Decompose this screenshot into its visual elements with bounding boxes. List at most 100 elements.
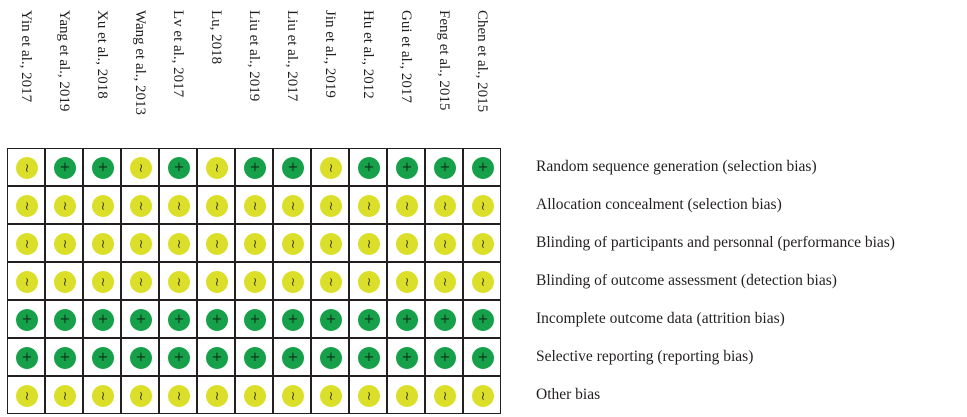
unclear-risk-dot: ~ [206, 195, 228, 217]
plus-icon: + [325, 312, 337, 327]
unclear-risk-dot: ~ [244, 385, 266, 407]
study-label-text: Lu, 2018 [208, 10, 224, 65]
judgement-cell: + [235, 148, 273, 186]
unclear-risk-dot: ~ [282, 271, 304, 293]
judgement-cell: + [425, 300, 463, 338]
plus-icon: + [173, 160, 185, 175]
question-icon: ~ [248, 276, 262, 287]
unclear-risk-dot: ~ [168, 233, 190, 255]
low-risk-dot: + [92, 347, 114, 369]
unclear-risk-dot: ~ [54, 233, 76, 255]
judgement-cell: ~ [425, 224, 463, 262]
judgement-cell: ~ [235, 186, 273, 224]
judgement-cell: ~ [121, 148, 159, 186]
judgement-cell: + [159, 300, 197, 338]
question-icon: ~ [362, 238, 376, 249]
unclear-risk-dot: ~ [320, 157, 342, 179]
plus-icon: + [21, 312, 33, 327]
judgement-cell: + [7, 338, 45, 376]
judgement-cell: + [159, 338, 197, 376]
unclear-risk-dot: ~ [168, 271, 190, 293]
judgement-cell: ~ [425, 262, 463, 300]
plus-icon: + [287, 312, 299, 327]
low-risk-dot: + [244, 309, 266, 331]
study-label: Yang et al., 2019 [46, 10, 82, 142]
unclear-risk-dot: ~ [54, 195, 76, 217]
plus-icon: + [21, 350, 33, 365]
question-icon: ~ [438, 390, 452, 401]
question-icon: ~ [172, 390, 186, 401]
question-icon: ~ [96, 238, 110, 249]
judgement-cell: ~ [7, 186, 45, 224]
plus-icon: + [363, 312, 375, 327]
judgement-cell: ~ [197, 224, 235, 262]
plus-icon: + [211, 350, 223, 365]
plus-icon: + [401, 160, 413, 175]
unclear-risk-dot: ~ [130, 233, 152, 255]
judgement-cell: ~ [463, 186, 501, 224]
question-icon: ~ [400, 238, 414, 249]
question-icon: ~ [362, 276, 376, 287]
plus-icon: + [401, 350, 413, 365]
question-icon: ~ [324, 276, 338, 287]
unclear-risk-dot: ~ [206, 385, 228, 407]
low-risk-dot: + [130, 309, 152, 331]
question-icon: ~ [438, 276, 452, 287]
question-icon: ~ [96, 276, 110, 287]
judgement-cell: ~ [159, 262, 197, 300]
judgement-cell: + [349, 300, 387, 338]
judgement-cell: ~ [349, 186, 387, 224]
judgement-cell: ~ [463, 262, 501, 300]
unclear-risk-dot: ~ [472, 233, 494, 255]
unclear-risk-dot: ~ [130, 157, 152, 179]
judgement-cell: ~ [7, 224, 45, 262]
judgement-cell: ~ [235, 262, 273, 300]
study-label-text: Hu et al., 2012 [360, 10, 376, 99]
judgement-cell: ~ [349, 262, 387, 300]
judgement-cell: ~ [387, 224, 425, 262]
domain-label: Other bias [536, 386, 601, 403]
study-label: Lv et al., 2017 [160, 10, 196, 142]
low-risk-dot: + [282, 347, 304, 369]
judgement-cell: ~ [197, 262, 235, 300]
question-icon: ~ [58, 238, 72, 249]
low-risk-dot: + [472, 309, 494, 331]
low-risk-dot: + [434, 347, 456, 369]
question-icon: ~ [324, 390, 338, 401]
question-icon: ~ [400, 200, 414, 211]
judgement-cell: ~ [121, 224, 159, 262]
plus-icon: + [59, 160, 71, 175]
plus-icon: + [97, 350, 109, 365]
judgement-cell: ~ [273, 262, 311, 300]
judgement-cell: ~ [273, 224, 311, 262]
question-icon: ~ [20, 390, 34, 401]
judgement-cell: ~ [7, 376, 45, 414]
question-icon: ~ [210, 238, 224, 249]
judgement-cell: + [463, 338, 501, 376]
plus-icon: + [325, 350, 337, 365]
question-icon: ~ [172, 276, 186, 287]
question-icon: ~ [20, 162, 34, 173]
low-risk-dot: + [396, 157, 418, 179]
low-risk-dot: + [244, 347, 266, 369]
judgement-cell: ~ [83, 376, 121, 414]
judgement-cell: ~ [45, 224, 83, 262]
question-icon: ~ [248, 390, 262, 401]
judgement-cell: ~ [387, 186, 425, 224]
low-risk-dot: + [320, 347, 342, 369]
judgement-cell: ~ [159, 376, 197, 414]
judgement-cell: ~ [349, 376, 387, 414]
plus-icon: + [59, 350, 71, 365]
judgement-cell: + [349, 148, 387, 186]
unclear-risk-dot: ~ [434, 195, 456, 217]
judgement-cell: + [463, 300, 501, 338]
question-icon: ~ [134, 390, 148, 401]
judgement-cell: ~ [45, 376, 83, 414]
unclear-risk-dot: ~ [396, 385, 418, 407]
question-icon: ~ [324, 200, 338, 211]
unclear-risk-dot: ~ [54, 271, 76, 293]
low-risk-dot: + [396, 309, 418, 331]
question-icon: ~ [210, 390, 224, 401]
unclear-risk-dot: ~ [16, 233, 38, 255]
judgement-cell: ~ [273, 186, 311, 224]
